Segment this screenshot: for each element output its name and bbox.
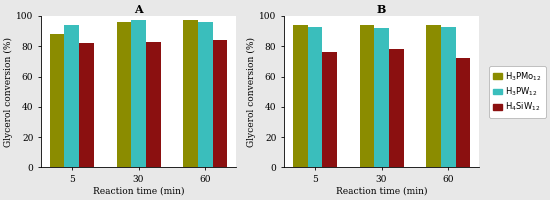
Bar (307, 27, 322, 167)
Legend: H$_3$PMo$_{12}$, H$_3$PW$_{12}$, H$_4$SiW$_{12}$: H$_3$PMo$_{12}$, H$_3$PW$_{12}$, H$_4$Si… (489, 66, 546, 118)
Title: B: B (377, 4, 386, 15)
X-axis label: Reaction time (min): Reaction time (min) (93, 187, 184, 196)
Y-axis label: Glycerol conversion (%): Glycerol conversion (%) (247, 37, 256, 147)
Bar (117, 22, 131, 167)
X-axis label: Reaction time (min): Reaction time (min) (336, 187, 427, 196)
Bar (146, 42, 161, 167)
Bar (79, 43, 94, 167)
Bar (293, 25, 307, 167)
Bar (198, 22, 212, 167)
Bar (50, 34, 64, 167)
Bar (389, 49, 404, 167)
Title: A: A (134, 4, 143, 15)
Bar (64, 25, 79, 167)
Bar (322, 52, 337, 167)
Bar (360, 25, 374, 167)
Bar (426, 25, 441, 167)
Bar (183, 20, 198, 167)
Bar (212, 40, 227, 167)
Bar (374, 28, 389, 167)
Bar (441, 27, 455, 167)
Bar (131, 20, 146, 167)
Y-axis label: Glycerol conversion (%): Glycerol conversion (%) (4, 37, 13, 147)
Bar (455, 58, 470, 167)
